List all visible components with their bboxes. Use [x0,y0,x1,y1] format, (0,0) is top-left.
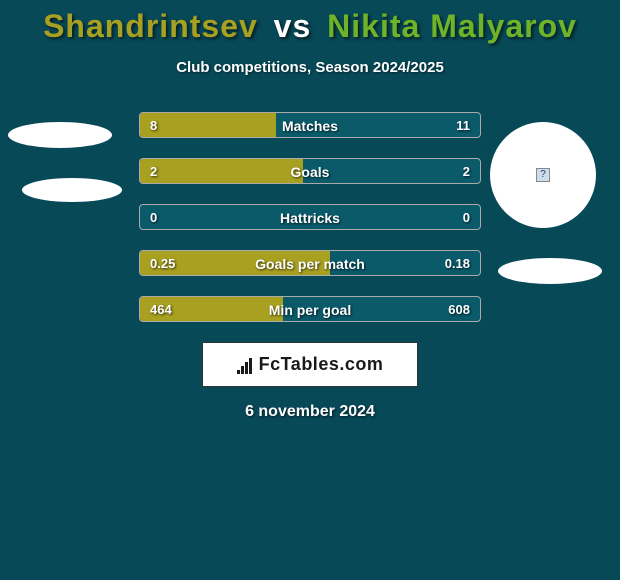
decor-ellipse-2 [22,178,122,202]
fctables-logo: FcTables.com [202,342,418,387]
stat-label: Min per goal [140,297,480,321]
logo-bars-icon [237,356,253,374]
stat-label: Hattricks [140,205,480,229]
date-label: 6 november 2024 [0,403,620,421]
stats-area: Matches8 11 Goals2 2 Hattricks0 0 Goals per ma… [139,112,481,322]
stat-value-right: 0 [463,205,470,229]
stat-label: Matches [140,113,480,137]
stat-row: Hattricks0 0 [139,204,481,230]
vs-label: vs [274,8,312,44]
player2-avatar: ? [490,122,596,228]
stat-label: Goals [140,159,480,183]
comparison-title: Shandrintsev vs Nikita Malyarov [0,8,620,45]
stat-value-right: 0.18 [445,251,470,275]
stat-value-left: 0 [150,205,157,229]
stat-row: Min per goal464 608 [139,296,481,322]
stat-row: Goals per match0.25 0.18 [139,250,481,276]
stat-row: Goals2 2 [139,158,481,184]
stat-value-left: 8 [150,113,157,137]
decor-ellipse-3 [498,258,602,284]
stat-value-left: 2 [150,159,157,183]
image-placeholder-icon: ? [536,168,550,182]
player1-name: Shandrintsev [43,8,258,44]
decor-ellipse-1 [8,122,112,148]
stat-value-left: 464 [150,297,172,321]
comparison-infographic: ? Shandrintsev vs Nikita Malyarov Club c… [0,0,620,421]
stat-value-right: 608 [448,297,470,321]
stat-value-right: 2 [463,159,470,183]
stat-value-left: 0.25 [150,251,175,275]
stat-value-right: 11 [456,113,470,137]
stat-row: Matches8 11 [139,112,481,138]
stat-label: Goals per match [140,251,480,275]
player2-name: Nikita Malyarov [327,8,577,44]
logo-text: FcTables.com [259,354,384,375]
subtitle: Club competitions, Season 2024/2025 [0,59,620,76]
